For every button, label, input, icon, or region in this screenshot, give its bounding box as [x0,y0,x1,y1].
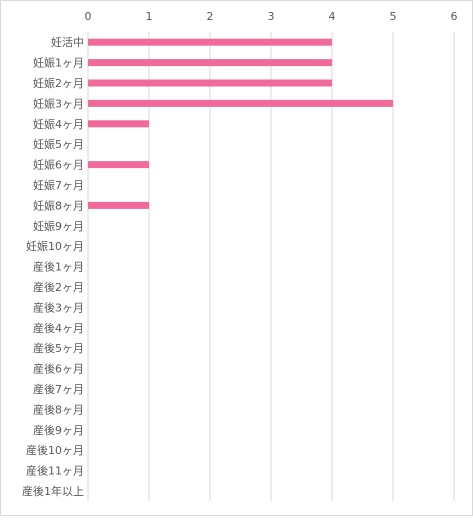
x-tick-label: 1 [146,10,153,23]
y-category-label: 妊娠4ヶ月 [33,117,84,131]
bar [88,161,149,169]
y-category-label: 産後1年以上 [22,484,84,498]
bar [88,201,149,209]
y-category-label: 妊娠8ヶ月 [33,198,84,212]
x-tick-label: 4 [329,10,336,23]
y-category-label: 産後6ヶ月 [33,362,84,376]
y-category-label: 産後7ヶ月 [33,382,84,396]
y-category-label: 妊娠9ヶ月 [33,219,84,233]
bar [88,79,332,87]
y-category-label: 妊娠7ヶ月 [33,178,84,192]
bar [88,120,149,128]
x-tick-label: 0 [85,10,92,23]
bar [88,99,393,107]
bar [88,38,332,46]
y-category-label: 産後5ヶ月 [33,341,84,355]
y-category-label: 産後10ヶ月 [26,443,84,457]
y-category-label: 産後8ヶ月 [33,402,84,416]
x-tick-label: 3 [268,10,275,23]
y-category-label: 妊娠5ヶ月 [33,137,84,151]
y-category-label: 産後3ヶ月 [33,300,84,314]
x-tick-label: 5 [390,10,397,23]
x-tick-label: 2 [207,10,214,23]
y-category-label: 妊娠10ヶ月 [26,239,84,253]
y-category-label: 妊娠1ヶ月 [33,56,84,70]
y-category-label: 妊活中 [51,35,84,49]
x-tick-label: 6 [451,10,458,23]
y-category-label: 産後9ヶ月 [33,423,84,437]
y-category-label: 妊娠2ヶ月 [33,76,84,90]
y-category-label: 産後11ヶ月 [26,464,84,478]
y-category-label: 妊娠6ヶ月 [33,158,84,172]
y-category-label: 産後4ヶ月 [33,321,84,335]
y-category-label: 産後2ヶ月 [33,280,84,294]
y-category-label: 妊娠3ヶ月 [33,96,84,110]
y-category-label: 産後1ヶ月 [33,260,84,274]
bar [88,59,332,67]
